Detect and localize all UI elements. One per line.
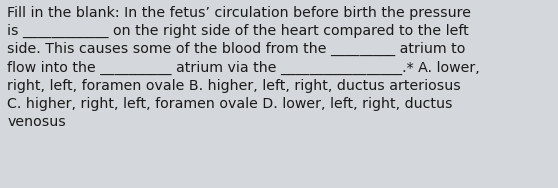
Text: Fill in the blank: In the fetus’ circulation before birth the pressure
is ______: Fill in the blank: In the fetus’ circula… — [7, 6, 480, 129]
